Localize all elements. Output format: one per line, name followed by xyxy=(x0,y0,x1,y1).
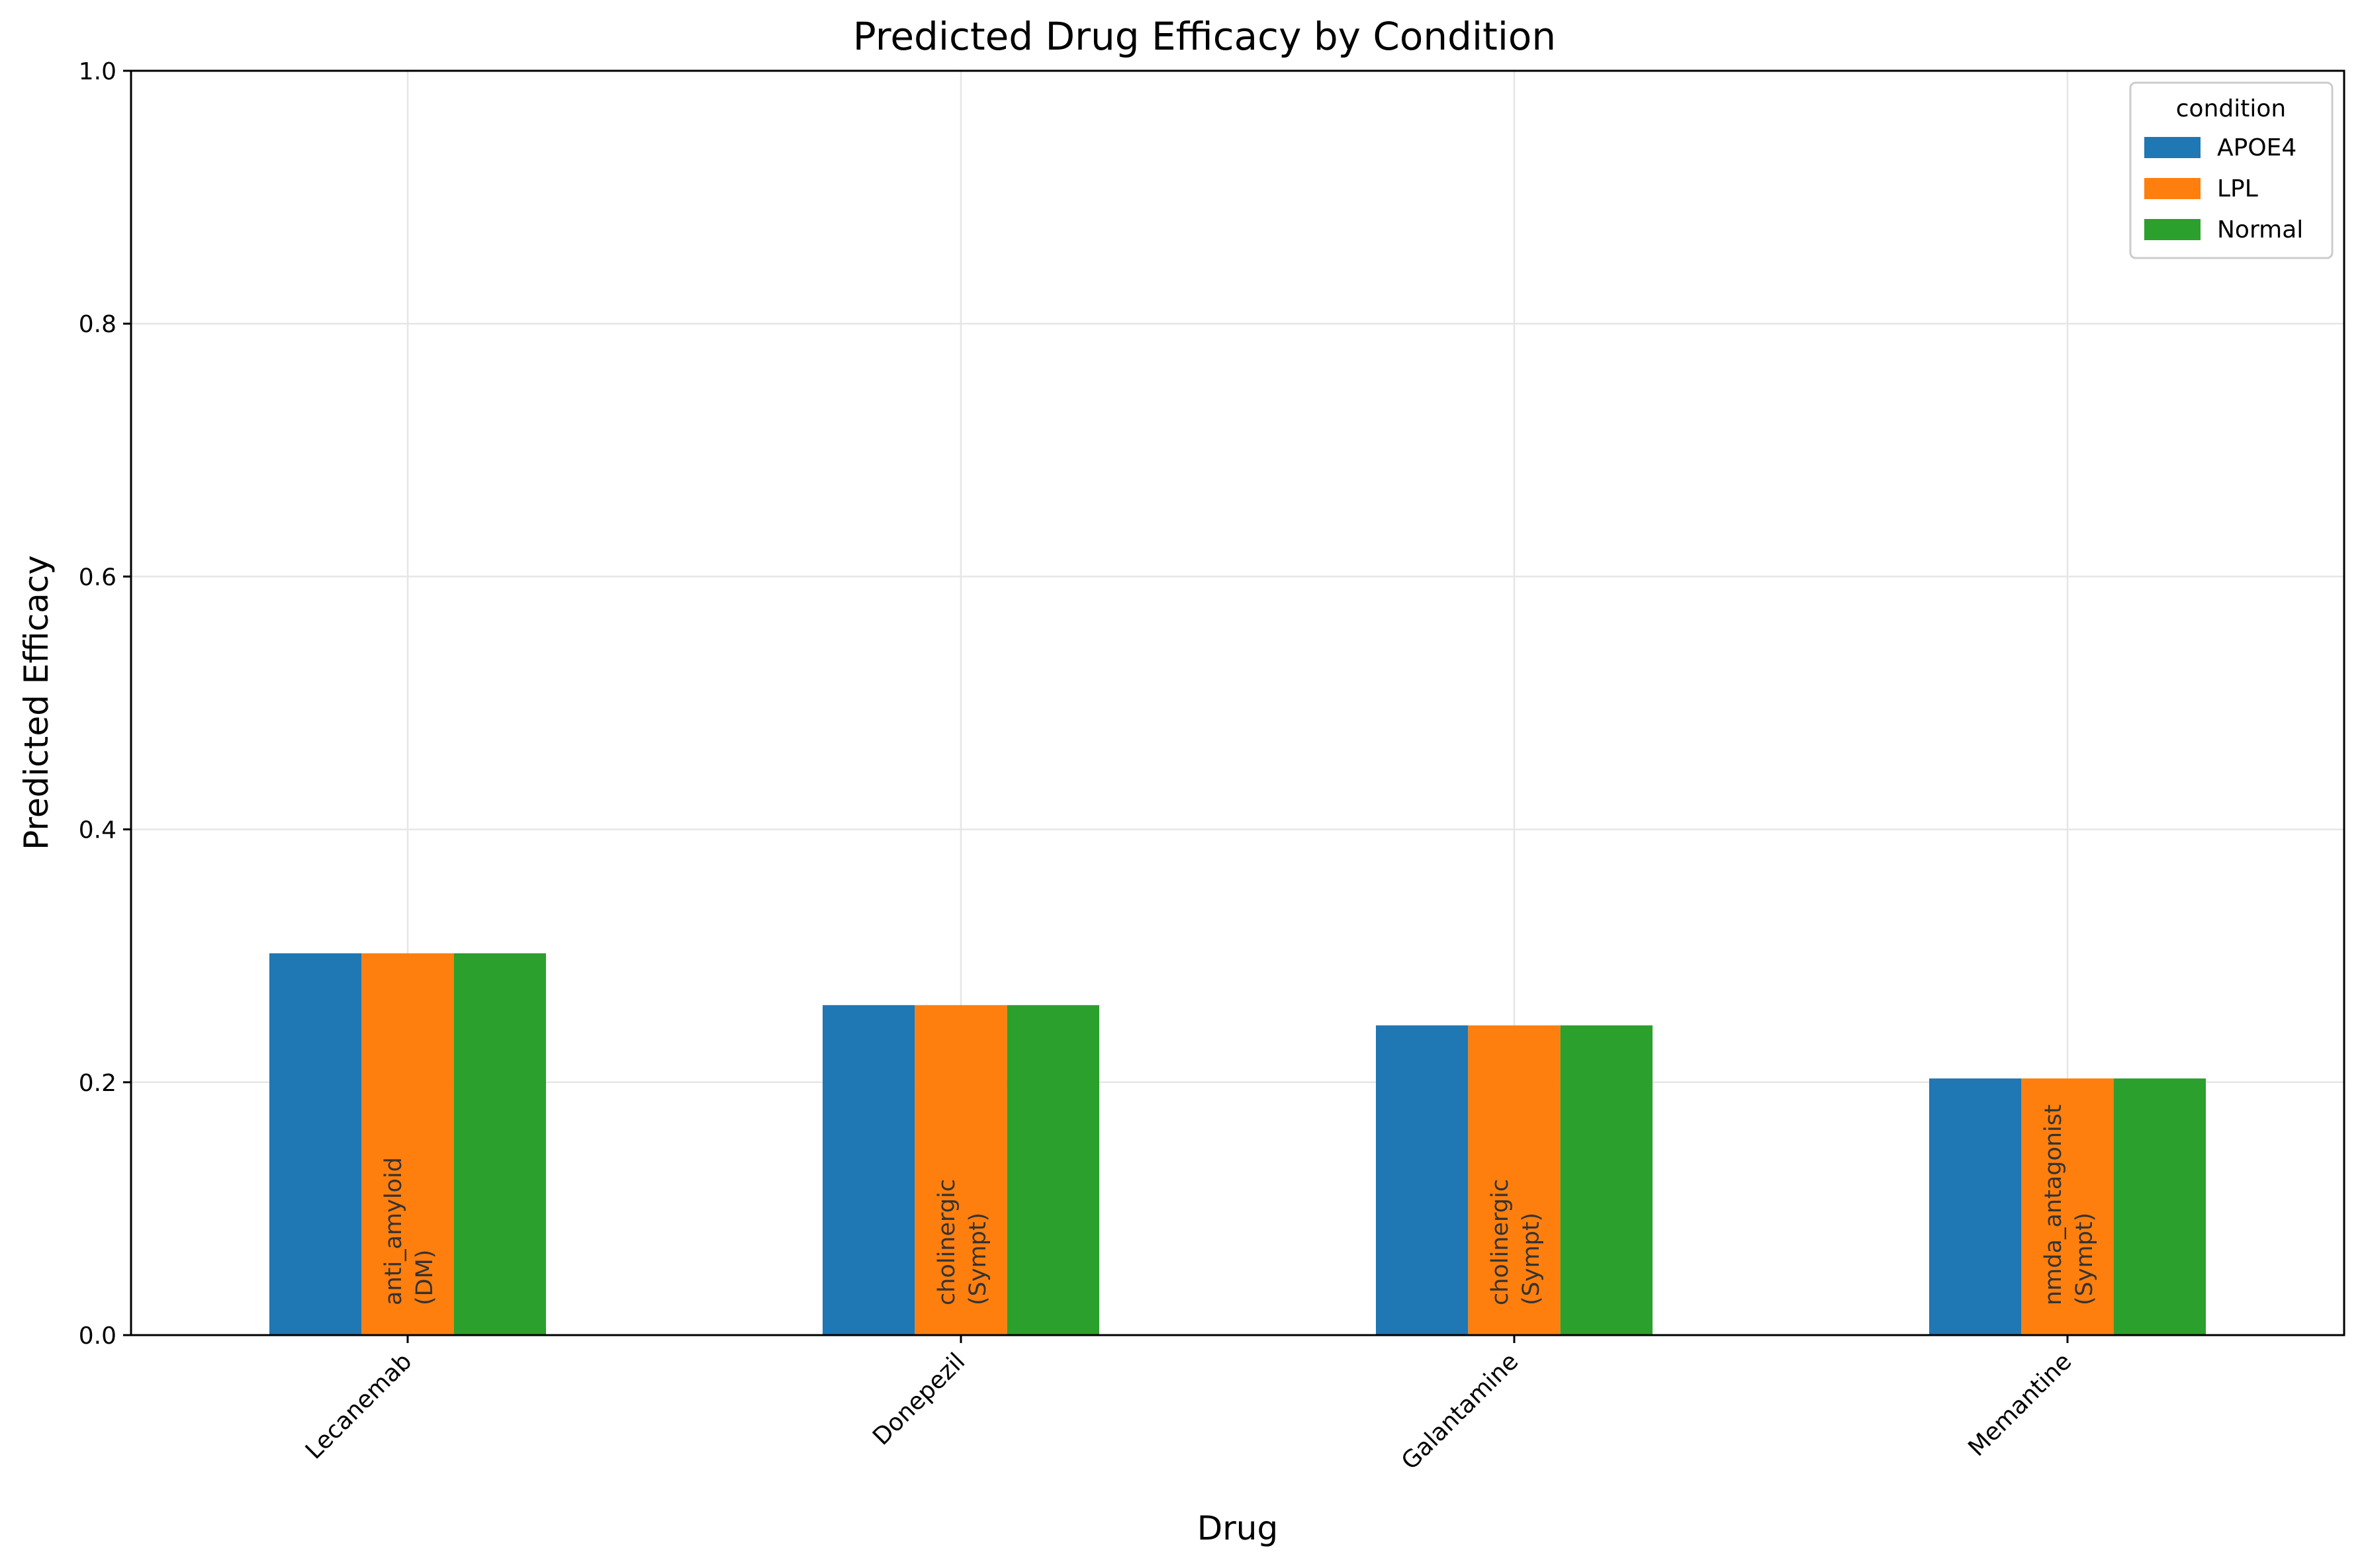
y-tick-label: 0.4 xyxy=(79,817,116,844)
legend-label-apoe4: APOE4 xyxy=(2217,134,2296,161)
y-axis-ticks: 0.0 0.2 0.4 0.6 0.8 1.0 xyxy=(79,58,131,1350)
annotation-text: cholinergic (Sympt) xyxy=(1487,1179,1545,1305)
annotation-text: nmda_antagonist (Sympt) xyxy=(2040,1104,2098,1305)
annotation-line: nmda_antagonist xyxy=(2040,1104,2067,1305)
y-tick-label: 0.0 xyxy=(79,1323,116,1350)
y-tick-label: 0.6 xyxy=(79,564,116,591)
legend-label-normal: Normal xyxy=(2217,216,2303,243)
bar-apoe4-lecanemab xyxy=(269,953,362,1335)
legend-frame xyxy=(2129,81,2334,259)
annotation-line: anti_amyloid xyxy=(381,1157,407,1305)
legend-swatch-normal xyxy=(2144,219,2201,240)
bar-apoe4-galantamine xyxy=(1376,1025,1469,1335)
annotation-line: (DM) xyxy=(412,1250,438,1305)
annotation-line: cholinergic xyxy=(1487,1179,1514,1305)
y-tick-label: 0.8 xyxy=(79,311,116,338)
bar-normal-memantine xyxy=(2113,1078,2206,1335)
annotation-line: (Sympt) xyxy=(965,1213,991,1305)
legend-label-lpl: LPL xyxy=(2217,175,2258,202)
annotation-line: cholinergic xyxy=(934,1179,960,1305)
bar-annotations: anti_amyloid (DM) cholinergic (Sympt) cholin… xyxy=(381,1104,2098,1305)
chart-title: Predicted Drug Efficacy by Condition xyxy=(853,14,1556,59)
annotation-line: (Sympt) xyxy=(2071,1213,2098,1305)
annotation-line: (Sympt) xyxy=(1518,1213,1545,1305)
bar-lpl-lecanemab xyxy=(361,953,454,1335)
legend-title: condition xyxy=(2176,95,2286,122)
bar-lpl-donepezil xyxy=(915,1005,1007,1335)
annotation-text: cholinergic (Sympt) xyxy=(934,1179,991,1305)
x-axis-label: Drug xyxy=(1197,1509,1279,1547)
y-axis-label: Predicted Efficacy xyxy=(17,555,56,850)
bar-lpl-memantine xyxy=(2021,1078,2114,1335)
bar-normal-donepezil xyxy=(1007,1005,1099,1335)
bars xyxy=(269,953,2206,1335)
bar-apoe4-memantine xyxy=(1929,1078,2022,1335)
y-tick-label: 1.0 xyxy=(79,58,116,85)
y-tick-label: 0.2 xyxy=(79,1070,116,1097)
bar-normal-galantamine xyxy=(1560,1025,1653,1335)
legend-swatch-apoe4 xyxy=(2144,137,2201,158)
axes-frame xyxy=(130,69,2345,1336)
legend-items: APOE4 LPL Normal xyxy=(2144,134,2303,243)
legend: condition APOE4 LPL Normal xyxy=(2129,81,2334,259)
annotation-text: anti_amyloid (DM) xyxy=(381,1157,438,1305)
legend-swatch-lpl xyxy=(2144,178,2201,199)
bar-apoe4-donepezil xyxy=(823,1005,915,1335)
bar-lpl-galantamine xyxy=(1468,1025,1561,1335)
bar-normal-lecanemab xyxy=(453,953,546,1335)
